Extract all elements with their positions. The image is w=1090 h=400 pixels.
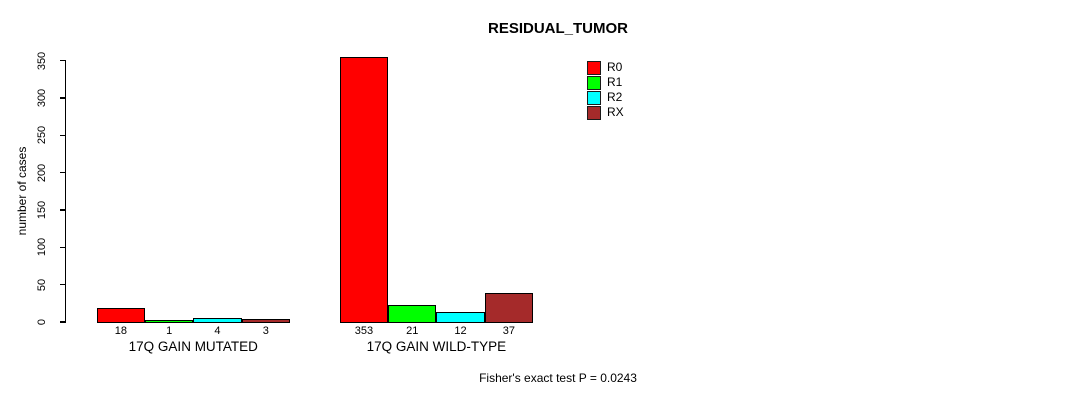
bar-rx-group2 xyxy=(484,293,533,323)
bar-value-label: 353 xyxy=(354,325,374,337)
bar-value-label: 37 xyxy=(502,325,515,337)
legend-item-r1: R1 xyxy=(587,75,624,90)
bar-r2-group2 xyxy=(436,312,485,323)
legend-swatch-r2 xyxy=(587,90,601,105)
legend-swatch-r1 xyxy=(587,75,601,90)
y-axis-tick-label: 350 xyxy=(36,51,48,70)
legend-label-r1: R1 xyxy=(607,75,623,89)
chart-title: RESIDUAL_TUMOR xyxy=(487,20,629,37)
bar-rx-group1 xyxy=(241,318,290,323)
y-axis-label: number of cases xyxy=(15,146,29,236)
y-axis-tick-label: 50 xyxy=(36,278,48,291)
legend-swatch-r0 xyxy=(587,60,601,75)
legend-label-r2: R2 xyxy=(607,90,623,104)
legend-item-r0: R0 xyxy=(587,60,624,75)
bar-r0-group1 xyxy=(96,307,145,323)
y-axis-tick xyxy=(60,321,65,323)
y-axis-tick xyxy=(60,97,65,99)
legend-swatch-rx xyxy=(587,105,601,120)
y-axis-tick xyxy=(60,283,65,286)
bar-value-label: 18 xyxy=(114,325,127,337)
legend: R0 R1 R2 RX xyxy=(587,60,624,120)
legend-label-r0: R0 xyxy=(607,60,623,74)
bar-value-label: 3 xyxy=(262,325,269,337)
category-label-group2: 17Q GAIN WILD-TYPE xyxy=(366,339,507,354)
y-axis-tick-label: 100 xyxy=(36,238,48,257)
y-axis-line xyxy=(65,60,67,323)
bar-value-label: 12 xyxy=(454,325,467,337)
y-axis-tick-label: 150 xyxy=(36,200,48,220)
bar-r2-group1 xyxy=(193,318,242,323)
bar-value-label: 21 xyxy=(406,325,419,337)
category-label-group1: 17Q GAIN MUTATED xyxy=(128,339,258,354)
y-axis-tick xyxy=(60,246,65,248)
legend-label-rx: RX xyxy=(607,105,624,119)
y-axis-tick-label: 250 xyxy=(36,126,48,145)
legend-item-r2: R2 xyxy=(587,90,624,105)
bar-value-label: 4 xyxy=(214,325,221,337)
y-axis-tick-label: 0 xyxy=(36,318,48,326)
y-axis-tick-label: 300 xyxy=(36,88,48,108)
y-axis-tick xyxy=(60,59,65,62)
y-axis-tick-label: 200 xyxy=(36,163,48,182)
y-axis-tick xyxy=(60,209,65,211)
bar-r1-group1 xyxy=(145,320,194,323)
y-axis-tick xyxy=(60,171,65,174)
bar-r1-group2 xyxy=(388,305,437,323)
bar-r0-group2 xyxy=(339,57,389,323)
bar-value-label: 1 xyxy=(166,325,173,337)
y-axis-tick xyxy=(60,134,65,136)
stat-annotation: Fisher's exact test P = 0.0243 xyxy=(479,371,637,385)
legend-item-rx: RX xyxy=(587,105,624,120)
